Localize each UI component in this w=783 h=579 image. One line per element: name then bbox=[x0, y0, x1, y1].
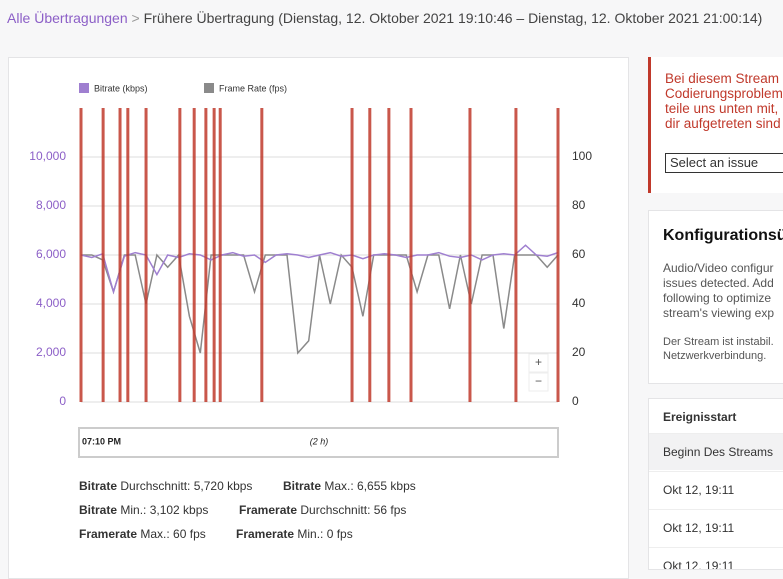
y-tick-label: 6,000 bbox=[36, 247, 66, 261]
stat: Framerate Max.: 60 fps bbox=[79, 527, 206, 541]
y-tick-label: 4,000 bbox=[36, 296, 66, 310]
y2-tick-label: 80 bbox=[572, 198, 586, 212]
event-marker bbox=[409, 108, 413, 402]
alert-line: teile uns unten mit, bbox=[665, 101, 779, 116]
chart-card: 0 2,000 4,000 6,000 8,000 10,000 0 20 40 60 80 100 B… bbox=[8, 57, 629, 579]
stat-label: Framerate bbox=[239, 503, 298, 517]
alert-line: Codierungsproblem bbox=[665, 86, 783, 101]
stat: Bitrate Durchschnitt: 5,720 kbps bbox=[79, 479, 252, 493]
config-card: Konfigurationsü Audio/Video configur issu… bbox=[648, 210, 783, 384]
time-bar bbox=[78, 427, 559, 458]
event-marker bbox=[218, 108, 222, 402]
event-marker bbox=[556, 108, 560, 402]
breadcrumb: Alle Übertragungen > Frühere Übertragung… bbox=[7, 10, 762, 26]
breadcrumb-link[interactable]: Alle Übertragungen bbox=[7, 10, 128, 26]
alert-text: Bei diesem Stream Codierungsproblem teile … bbox=[665, 71, 783, 131]
alert-line: dir aufgetreten sind bbox=[665, 116, 781, 131]
y2-tick-label: 40 bbox=[572, 296, 586, 310]
breadcrumb-current: Frühere Übertragung (Dienstag, 12. Oktob… bbox=[143, 10, 763, 26]
table-row: Okt 12, 19:11 bbox=[649, 547, 783, 569]
zoom-button[interactable] bbox=[528, 372, 549, 392]
y2-tick-label: 20 bbox=[572, 345, 586, 359]
event-marker bbox=[350, 108, 354, 402]
event-marker bbox=[79, 108, 83, 402]
series-line bbox=[80, 244, 559, 295]
chart: 0 2,000 4,000 6,000 8,000 10,000 0 20 40 60 80 100 B… bbox=[29, 83, 592, 458]
stat: Framerate Min.: 0 fps bbox=[236, 527, 353, 541]
event-marker bbox=[101, 108, 105, 402]
y-tick-label: 0 bbox=[59, 394, 66, 408]
table-row: Beginn Des Streams bbox=[649, 433, 783, 470]
event-marker bbox=[368, 108, 372, 402]
table-row: Okt 12, 19:11 bbox=[649, 471, 783, 508]
config-text: Audio/Video configur issues detected. Add… bbox=[663, 261, 774, 321]
config-line: stream's viewing exp bbox=[663, 306, 774, 320]
event-marker bbox=[387, 108, 391, 402]
event-marker bbox=[118, 108, 122, 402]
config-line: following to optimize bbox=[663, 291, 772, 305]
event-marker bbox=[126, 108, 130, 402]
config-note-line: Netzwerkverbindung. bbox=[663, 350, 767, 362]
time-span: (2 h) bbox=[310, 436, 329, 446]
stat: Framerate Durchschnitt: 56 fps bbox=[239, 503, 406, 517]
config-line: issues detected. Add bbox=[663, 276, 774, 290]
event-marker bbox=[204, 108, 208, 402]
stat-value: Min.: 3,102 kbps bbox=[120, 503, 209, 517]
stat-value: Max.: 6,655 kbps bbox=[324, 479, 416, 493]
event-marker bbox=[212, 108, 216, 402]
stat-label: Bitrate bbox=[283, 479, 322, 493]
table-row: Okt 12, 19:11 bbox=[649, 509, 783, 546]
y2-tick-label: 60 bbox=[572, 247, 586, 261]
alert-card: Bei diesem Stream Codierungsproblem teile … bbox=[648, 57, 783, 193]
events-table: Ereignisstart Beginn Des Streams Okt 12, … bbox=[648, 398, 783, 570]
config-line: Audio/Video configur bbox=[663, 261, 774, 275]
table-header: Ereignisstart bbox=[663, 410, 737, 424]
y-tick-label: 2,000 bbox=[36, 345, 66, 359]
stat: Bitrate Max.: 6,655 kbps bbox=[283, 479, 416, 493]
stat: Bitrate Min.: 3,102 kbps bbox=[79, 503, 208, 517]
event-marker bbox=[144, 108, 148, 402]
stat-value: Durchschnitt: 56 fps bbox=[300, 503, 407, 517]
event-marker bbox=[192, 108, 196, 402]
config-title: Konfigurationsü bbox=[663, 227, 783, 244]
breadcrumb-separator: > bbox=[131, 10, 140, 26]
zoom-label: + bbox=[535, 355, 542, 369]
event-marker bbox=[514, 108, 518, 402]
event-marker bbox=[468, 108, 472, 402]
legend-label: Bitrate (kbps) bbox=[94, 83, 148, 93]
event-marker bbox=[260, 108, 264, 402]
legend-label: Frame Rate (fps) bbox=[219, 83, 287, 93]
config-note-line: Der Stream ist instabil. bbox=[663, 336, 774, 348]
stat-label: Bitrate bbox=[79, 503, 118, 517]
stat-value: Max.: 60 fps bbox=[140, 527, 206, 541]
zoom-button[interactable] bbox=[528, 353, 549, 373]
config-note: Der Stream ist instabil. Netzwerkverbindu… bbox=[663, 335, 774, 363]
event-marker bbox=[178, 108, 182, 402]
stat-label: Framerate bbox=[236, 527, 295, 541]
alert-line: Bei diesem Stream bbox=[665, 71, 780, 86]
page: Alle Übertragungen > Frühere Übertragung… bbox=[7, 10, 783, 579]
y2-tick-label: 100 bbox=[572, 149, 592, 163]
y2-tick-label: 0 bbox=[572, 394, 579, 408]
time-start: 07:10 PM bbox=[82, 436, 121, 446]
issue-select[interactable]: Select an issue bbox=[665, 153, 783, 173]
stat-label: Framerate bbox=[79, 527, 138, 541]
stat-label: Bitrate bbox=[79, 479, 118, 493]
stat-value: Durchschnitt: 5,720 kbps bbox=[120, 479, 253, 493]
zoom-label: − bbox=[535, 374, 542, 388]
legend-swatch bbox=[204, 83, 214, 93]
stat-value: Min.: 0 fps bbox=[297, 527, 353, 541]
y-tick-label: 8,000 bbox=[36, 198, 66, 212]
legend-swatch bbox=[79, 83, 89, 93]
y-tick-label: 10,000 bbox=[29, 149, 66, 163]
